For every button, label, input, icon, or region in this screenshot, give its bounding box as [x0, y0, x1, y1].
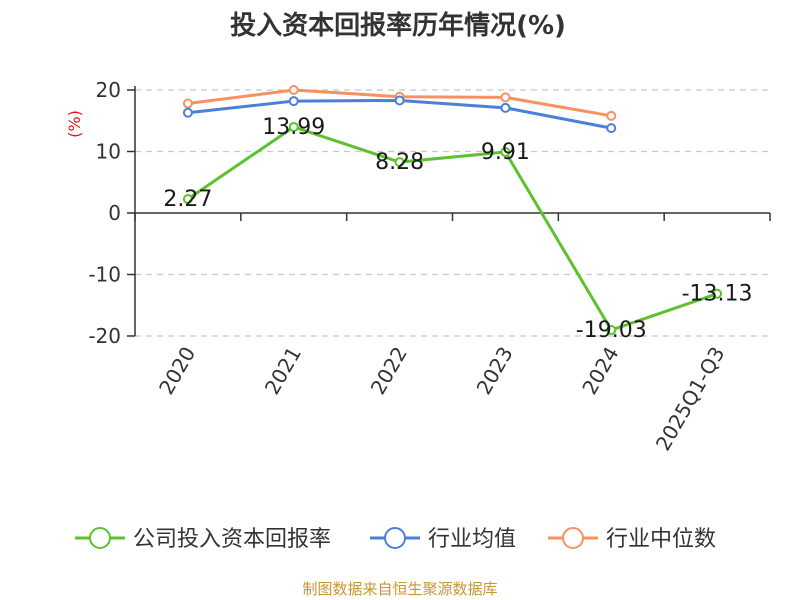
x-tick-label: 2025Q1-Q3 — [651, 343, 730, 455]
x-tick-label: 2021 — [260, 343, 306, 399]
legend-label: 行业均值 — [428, 527, 516, 552]
data-label: 9.91 — [481, 140, 530, 165]
y-tick-label: -10 — [88, 263, 121, 287]
x-tick-label: 2023 — [472, 343, 518, 399]
y-tick-label: 10 — [96, 140, 121, 164]
data-point — [182, 194, 193, 205]
data-point — [606, 325, 617, 336]
data-point — [182, 98, 193, 109]
data-label: 13.99 — [262, 115, 325, 140]
data-labels: 2.27 13.99 8.28 9.91 -19.03 -13.13 — [163, 115, 752, 343]
data-point — [606, 123, 617, 134]
axes: 20 10 0 -10 -20 2020 2021 2022 2023 2024 2025Q1-Q3 — [88, 78, 771, 455]
y-tick-label: 0 — [108, 201, 121, 225]
series-layer — [182, 85, 723, 336]
data-point — [394, 157, 405, 168]
x-tick-label: 2020 — [154, 343, 200, 399]
data-point — [288, 96, 299, 107]
data-point — [288, 121, 299, 132]
x-tick-label: 2024 — [577, 343, 623, 399]
data-point — [500, 147, 511, 158]
data-point — [288, 85, 299, 95]
legend-label: 行业中位数 — [606, 527, 716, 552]
y-tick-label: -20 — [88, 324, 121, 348]
data-label: 2.27 — [163, 187, 212, 212]
data-point — [182, 107, 193, 118]
data-label: -13.13 — [682, 282, 753, 307]
y-tick-label: 20 — [96, 78, 121, 102]
data-label: 8.28 — [375, 150, 424, 175]
series-line — [187, 125, 718, 332]
legend-swatch-marker — [89, 527, 111, 549]
data-point — [394, 95, 405, 106]
source-note: 制图数据来自恒生聚源数据库 — [302, 580, 497, 598]
data-point — [500, 92, 511, 103]
data-point — [500, 102, 511, 113]
chart-title: 投入资本回报率历年情况(%) — [230, 10, 566, 41]
legend-swatch-marker — [384, 527, 406, 549]
grid — [135, 89, 770, 337]
y-axis-label: (%) — [65, 110, 84, 138]
legend-swatch-marker — [562, 527, 584, 549]
x-tick-label: 2022 — [366, 343, 412, 399]
data-point — [712, 288, 723, 299]
legend: 公司投入资本回报率 行业均值 行业中位数 — [75, 527, 716, 552]
data-point — [606, 110, 617, 121]
legend-label: 公司投入资本回报率 — [133, 527, 331, 552]
data-label: -19.03 — [576, 318, 647, 343]
